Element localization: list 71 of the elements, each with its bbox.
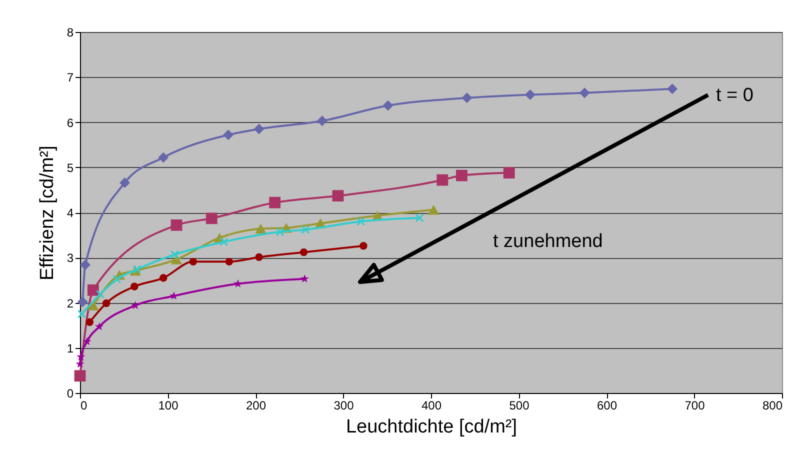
point	[132, 265, 142, 274]
point	[579, 88, 590, 98]
point	[95, 322, 104, 330]
point	[82, 337, 92, 346]
point	[667, 84, 678, 94]
x-tick-label: 700	[684, 398, 706, 412]
point	[428, 204, 440, 215]
x-tick-label: 500	[509, 398, 530, 412]
point	[415, 214, 424, 222]
point	[300, 248, 308, 256]
point	[225, 258, 234, 266]
x-tick-label: 100	[158, 398, 179, 412]
point	[158, 152, 169, 163]
point	[206, 212, 218, 224]
x-tick-label: 0	[80, 398, 88, 412]
point	[112, 274, 122, 284]
point	[503, 167, 515, 178]
point	[130, 282, 138, 290]
annotation: t zunehmend	[493, 231, 603, 252]
point	[220, 237, 228, 246]
point	[74, 370, 86, 382]
point	[462, 92, 472, 104]
point	[234, 279, 242, 288]
point	[360, 242, 368, 250]
point	[332, 190, 344, 202]
point	[77, 310, 86, 318]
point	[524, 89, 536, 100]
point	[269, 196, 281, 208]
point	[301, 225, 310, 234]
y-tick-label: 1	[66, 341, 74, 356]
point	[223, 130, 234, 140]
point	[436, 174, 448, 186]
point	[456, 170, 468, 182]
point	[276, 228, 284, 236]
x-tick-label: 300	[334, 398, 354, 412]
x-tick-label: 400	[421, 398, 442, 412]
point	[255, 224, 266, 234]
point	[80, 260, 91, 270]
point	[159, 274, 168, 282]
point	[170, 250, 180, 259]
point	[356, 217, 366, 226]
point	[254, 124, 264, 134]
x-axis-title: Leuchtdichte [cd/m²]	[346, 416, 518, 438]
point	[87, 284, 99, 296]
point	[189, 258, 198, 266]
point	[86, 318, 94, 326]
point	[102, 299, 110, 308]
x-tick-label: 600	[596, 398, 618, 412]
y-tick-label: 6	[66, 116, 74, 130]
y-tick-label: 7	[66, 70, 74, 85]
y-tick-label: 8	[66, 26, 74, 40]
point	[316, 116, 328, 126]
point	[77, 296, 88, 308]
point	[255, 253, 263, 262]
point	[170, 254, 182, 264]
y-tick-label: 2	[66, 296, 74, 310]
point	[87, 300, 99, 310]
point	[382, 100, 394, 111]
x-tick-label: 800	[762, 398, 783, 412]
point	[170, 219, 182, 231]
point	[96, 290, 105, 299]
y-tick-label: 5	[66, 160, 74, 175]
y-tick-label: 0	[66, 386, 74, 400]
point	[300, 274, 309, 282]
y-axis-title: Effizienz [cd/m²]	[36, 146, 58, 280]
point	[76, 352, 86, 361]
point	[120, 177, 130, 188]
y-tick-label: 3	[66, 251, 74, 266]
annotation: t = 0	[716, 85, 754, 106]
x-tick-label: 200	[246, 398, 266, 412]
y-tick-label: 4	[66, 206, 74, 220]
